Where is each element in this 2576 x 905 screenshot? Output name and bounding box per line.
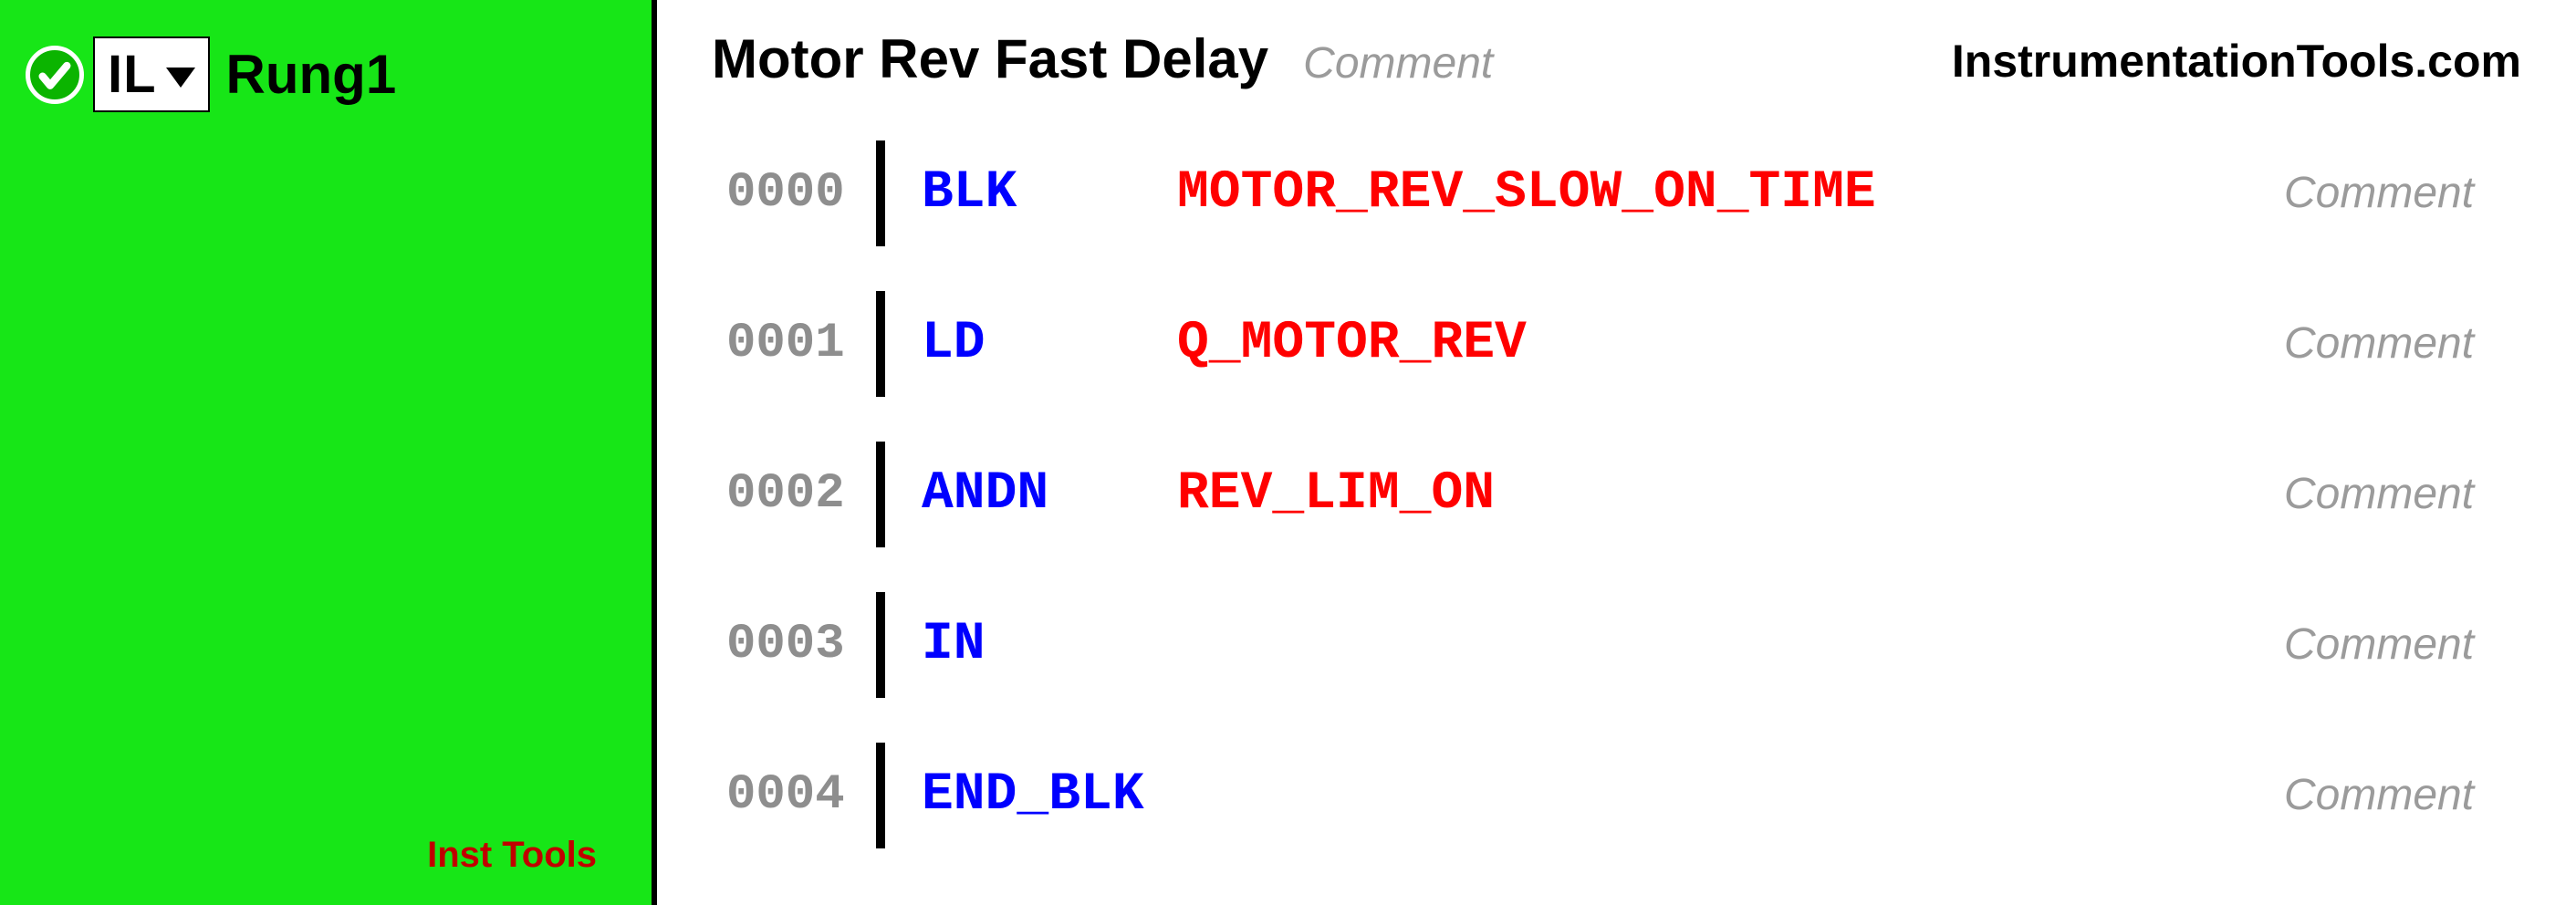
- row-comment[interactable]: Comment: [2284, 469, 2521, 519]
- line-number: 0003: [712, 617, 867, 672]
- row-comment[interactable]: Comment: [2284, 770, 2521, 820]
- operand[interactable]: MOTOR_REV_SLOW_ON_TIME: [1177, 163, 2284, 223]
- rung-name[interactable]: Rung1: [226, 43, 397, 106]
- separator: [876, 140, 885, 246]
- line-number: 0000: [712, 165, 867, 221]
- operand[interactable]: Q_MOTOR_REV: [1177, 314, 2284, 373]
- row-comment[interactable]: Comment: [2284, 619, 2521, 670]
- rung-sidebar: IL Rung1 Inst Tools: [0, 0, 657, 905]
- language-label: IL: [108, 44, 157, 105]
- app-root: IL Rung1 Inst Tools InstrumentationTools…: [0, 0, 2576, 905]
- rung-comment-placeholder[interactable]: Comment: [1303, 38, 1493, 88]
- row-comment[interactable]: Comment: [2284, 168, 2521, 218]
- line-number: 0001: [712, 316, 867, 371]
- watermark-text: InstrumentationTools.com: [1952, 35, 2521, 88]
- separator: [876, 442, 885, 547]
- rung-title[interactable]: Motor Rev Fast Delay: [712, 27, 1268, 90]
- separator: [876, 592, 885, 698]
- opcode[interactable]: IN: [922, 615, 1177, 674]
- il-row[interactable]: 0004 END_BLK Comment: [712, 720, 2539, 870]
- il-row[interactable]: 0000 BLK MOTOR_REV_SLOW_ON_TIME Comment: [712, 118, 2539, 268]
- opcode[interactable]: ANDN: [922, 464, 1177, 524]
- separator: [876, 291, 885, 397]
- il-row[interactable]: 0001 LD Q_MOTOR_REV Comment: [712, 268, 2539, 419]
- instruction-list: 0000 BLK MOTOR_REV_SLOW_ON_TIME Comment …: [712, 118, 2539, 870]
- chevron-down-icon: [166, 68, 195, 88]
- sidebar-footer-text: Inst Tools: [427, 835, 597, 876]
- il-row[interactable]: 0002 ANDN REV_LIM_ON Comment: [712, 419, 2539, 569]
- operand[interactable]: REV_LIM_ON: [1177, 464, 2284, 524]
- il-row[interactable]: 0003 IN Comment: [712, 569, 2539, 720]
- line-number: 0004: [712, 767, 867, 823]
- sidebar-header: IL Rung1: [26, 36, 652, 112]
- opcode[interactable]: BLK: [922, 163, 1177, 223]
- line-number: 0002: [712, 466, 867, 522]
- opcode[interactable]: LD: [922, 314, 1177, 373]
- il-editor-panel: InstrumentationTools.com Motor Rev Fast …: [657, 0, 2576, 905]
- opcode[interactable]: END_BLK: [922, 765, 1177, 825]
- separator: [876, 743, 885, 848]
- row-comment[interactable]: Comment: [2284, 318, 2521, 369]
- status-ok-icon: [26, 46, 84, 104]
- language-selector[interactable]: IL: [93, 36, 210, 112]
